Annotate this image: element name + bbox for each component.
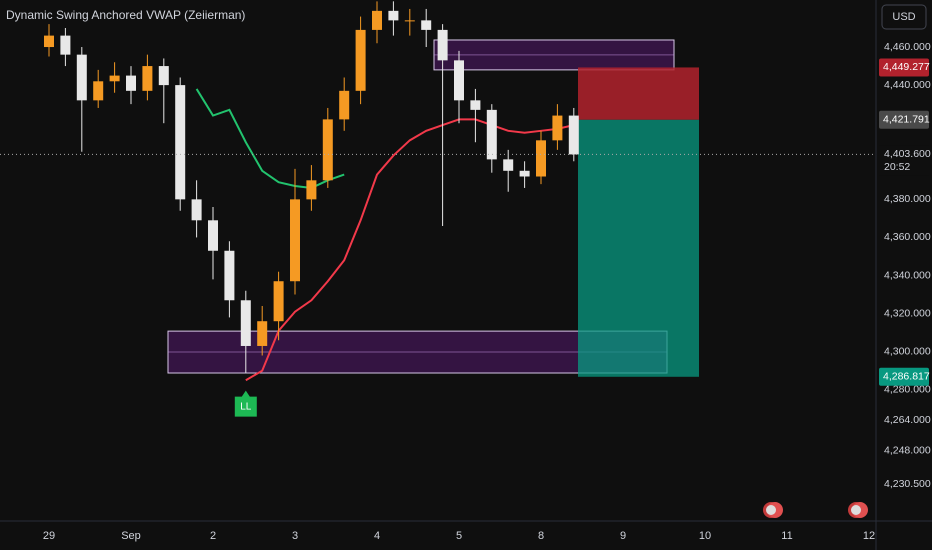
candle-body [224, 250, 235, 301]
vwap-line [245, 118, 575, 382]
candle-body [290, 199, 300, 282]
candle-body [568, 115, 579, 155]
candle-body [519, 170, 530, 177]
x-tick-label: 4 [374, 530, 380, 542]
y-tick-label: 4,300.000 [884, 345, 931, 357]
candle-body [306, 180, 317, 200]
candle-body [240, 300, 251, 346]
candle-body [339, 90, 350, 120]
y-tick-label: 4,264.000 [884, 414, 931, 426]
candle-body [486, 109, 497, 160]
x-tick-label: 3 [292, 530, 298, 542]
candle-body [503, 159, 514, 171]
candle-body [536, 140, 546, 177]
x-tick-label: 5 [456, 530, 462, 542]
candle-body [175, 85, 186, 200]
ll-marker [234, 390, 257, 417]
event-icons [763, 502, 868, 518]
x-tick-label: 9 [620, 530, 626, 542]
y-tick-label: 4,440.000 [884, 79, 931, 91]
stop-price-label: 4,449.277 [883, 61, 930, 73]
x-tick-label: 8 [538, 530, 544, 542]
stop-zone [578, 67, 699, 120]
y-tick-label: 4,320.000 [884, 307, 931, 319]
candle-body [76, 54, 87, 101]
x-tick-label: 10 [699, 530, 711, 542]
y-tick-label: 4,248.000 [884, 444, 931, 456]
y-tick-label: 4,230.500 [884, 478, 931, 490]
y-tick-label: 4,380.000 [884, 193, 931, 205]
x-tick-label: 11 [781, 530, 792, 542]
indicator-title: Dynamic Swing Anchored VWAP (Zeiierman) [6, 8, 245, 22]
candle-body [208, 220, 218, 251]
y-tick-label: 4,280.000 [884, 384, 931, 396]
candle-body [372, 10, 382, 30]
candle-body [191, 199, 202, 221]
x-tick-label: 29 [43, 530, 55, 542]
vwap-line [195, 88, 345, 189]
candle-body [158, 66, 169, 86]
y-tick-label: 4,340.000 [884, 269, 931, 281]
candle-body [44, 35, 54, 48]
entry-price-tag [879, 110, 929, 129]
stop-price-tag [879, 58, 929, 77]
current-price-tag [879, 145, 929, 176]
candle-body [404, 20, 415, 22]
target-price-label: 4,286.817 [883, 371, 930, 383]
x-tick-label: 2 [210, 530, 216, 542]
candle-body [322, 119, 333, 181]
currency-button[interactable] [881, 4, 927, 30]
candle-body [142, 66, 153, 91]
candle-body [355, 29, 366, 91]
y-tick-label: 4,460.000 [884, 41, 931, 53]
countdown: 20:52 [884, 161, 910, 173]
candle-body [388, 10, 399, 21]
candle-body [437, 29, 448, 61]
candle-body [257, 321, 268, 346]
candle-body [109, 75, 120, 82]
candle-body [454, 60, 464, 101]
target-price-tag [879, 367, 929, 386]
candle-body [421, 20, 432, 30]
y-tick-label: 4,360.000 [884, 231, 931, 243]
candle-body [93, 81, 104, 101]
current-price: 4,403.600 [884, 148, 931, 160]
x-tick-label: Sep [121, 530, 141, 542]
ll-label: LL [240, 401, 252, 412]
entry-price-label: 4,421.791 [883, 114, 930, 126]
candle-body [552, 115, 563, 141]
candle-body [60, 35, 71, 55]
candle-body [470, 100, 481, 110]
currency[interactable]: USD [892, 11, 915, 23]
candle-body [273, 281, 284, 322]
candle-body [126, 75, 136, 91]
target-zone [578, 119, 699, 377]
x-tick-label: 12 [863, 530, 875, 542]
